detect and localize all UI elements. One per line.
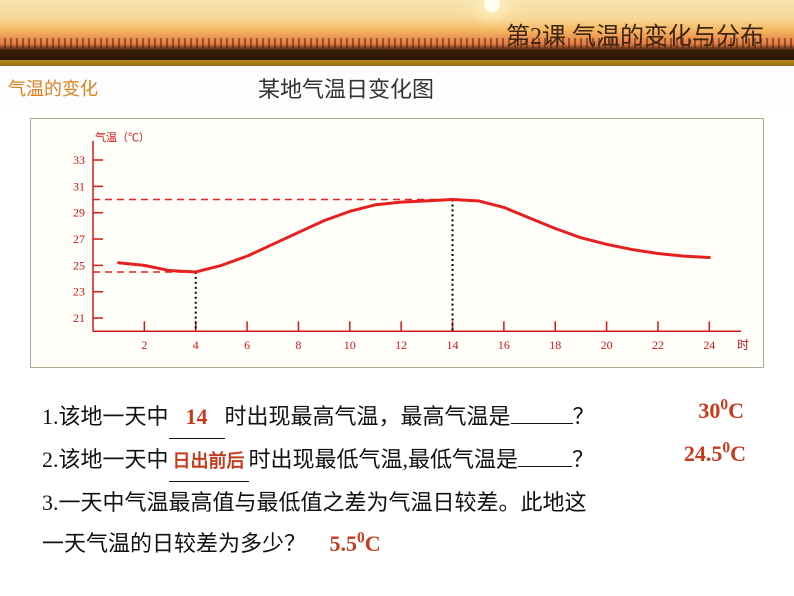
svg-text:22: 22	[652, 338, 664, 352]
svg-text:23: 23	[73, 285, 85, 299]
q1-answer2: 300C	[698, 390, 744, 432]
q2-end: ？	[572, 447, 594, 472]
svg-text:20: 20	[601, 338, 613, 352]
question-1: 1.该地一天中14时出现最高气温，最高气温是？ 300C	[42, 396, 764, 439]
q1-mid: 时出现最高气温，最高气温是	[225, 404, 511, 429]
svg-text:31: 31	[73, 179, 85, 193]
q1-pre: 1.该地一天中	[42, 404, 169, 429]
svg-text:25: 25	[73, 258, 85, 272]
svg-text:4: 4	[193, 338, 199, 352]
questions-block: 1.该地一天中14时出现最高气温，最高气温是？ 300C 2.该地一天中日出前后…	[42, 396, 764, 565]
svg-text:21: 21	[73, 311, 85, 325]
svg-text:14: 14	[447, 338, 459, 352]
svg-text:时: 时	[737, 338, 749, 352]
svg-text:18: 18	[549, 338, 561, 352]
q1-end: ？	[573, 404, 595, 429]
question-2: 2.该地一天中日出前后时出现最低气温,最低气温是？ 24.50C	[42, 439, 764, 482]
q3-line2: 一天气温的日较差为多少？	[42, 531, 306, 556]
svg-text:27: 27	[73, 232, 85, 246]
svg-text:33: 33	[73, 153, 85, 167]
chart-container: 2123252729313324681012141618202224气温（℃）时	[30, 118, 764, 368]
question-3: 3.一天中气温最高值与最低值之差为气温日较差。此地这 一天气温的日较差为多少？ …	[42, 482, 764, 566]
q1-answer1: 14	[186, 404, 208, 429]
q2-answer2: 24.50C	[684, 433, 746, 475]
svg-text:12: 12	[395, 338, 407, 352]
svg-text:8: 8	[295, 338, 301, 352]
subtitle-center: 某地气温日变化图	[258, 72, 434, 104]
svg-text:29: 29	[73, 206, 85, 220]
svg-text:24: 24	[703, 338, 715, 352]
temperature-chart: 2123252729313324681012141618202224气温（℃）时	[39, 127, 755, 359]
svg-text:6: 6	[244, 338, 250, 352]
q2-answer1: 日出前后	[173, 451, 245, 471]
sunset-header: 第2课 气温的变化与分布	[0, 0, 794, 60]
q3-answer: 5.50C	[330, 531, 381, 556]
svg-text:气温（℃）: 气温（℃）	[95, 130, 150, 144]
q2-pre: 2.该地一天中	[42, 447, 169, 472]
svg-text:2: 2	[141, 338, 147, 352]
svg-text:16: 16	[498, 338, 510, 352]
lesson-title: 第2课 气温的变化与分布	[506, 16, 764, 51]
svg-text:10: 10	[344, 338, 356, 352]
q2-mid: 时出现最低气温,最低气温是	[249, 447, 519, 472]
subtitle-left: 气温的变化	[8, 75, 98, 101]
q3-pre: 3.一天中气温最高值与最低值之差为气温日较差。此地这	[42, 490, 587, 515]
subtitle-row: 气温的变化 某地气温日变化图	[0, 66, 794, 108]
